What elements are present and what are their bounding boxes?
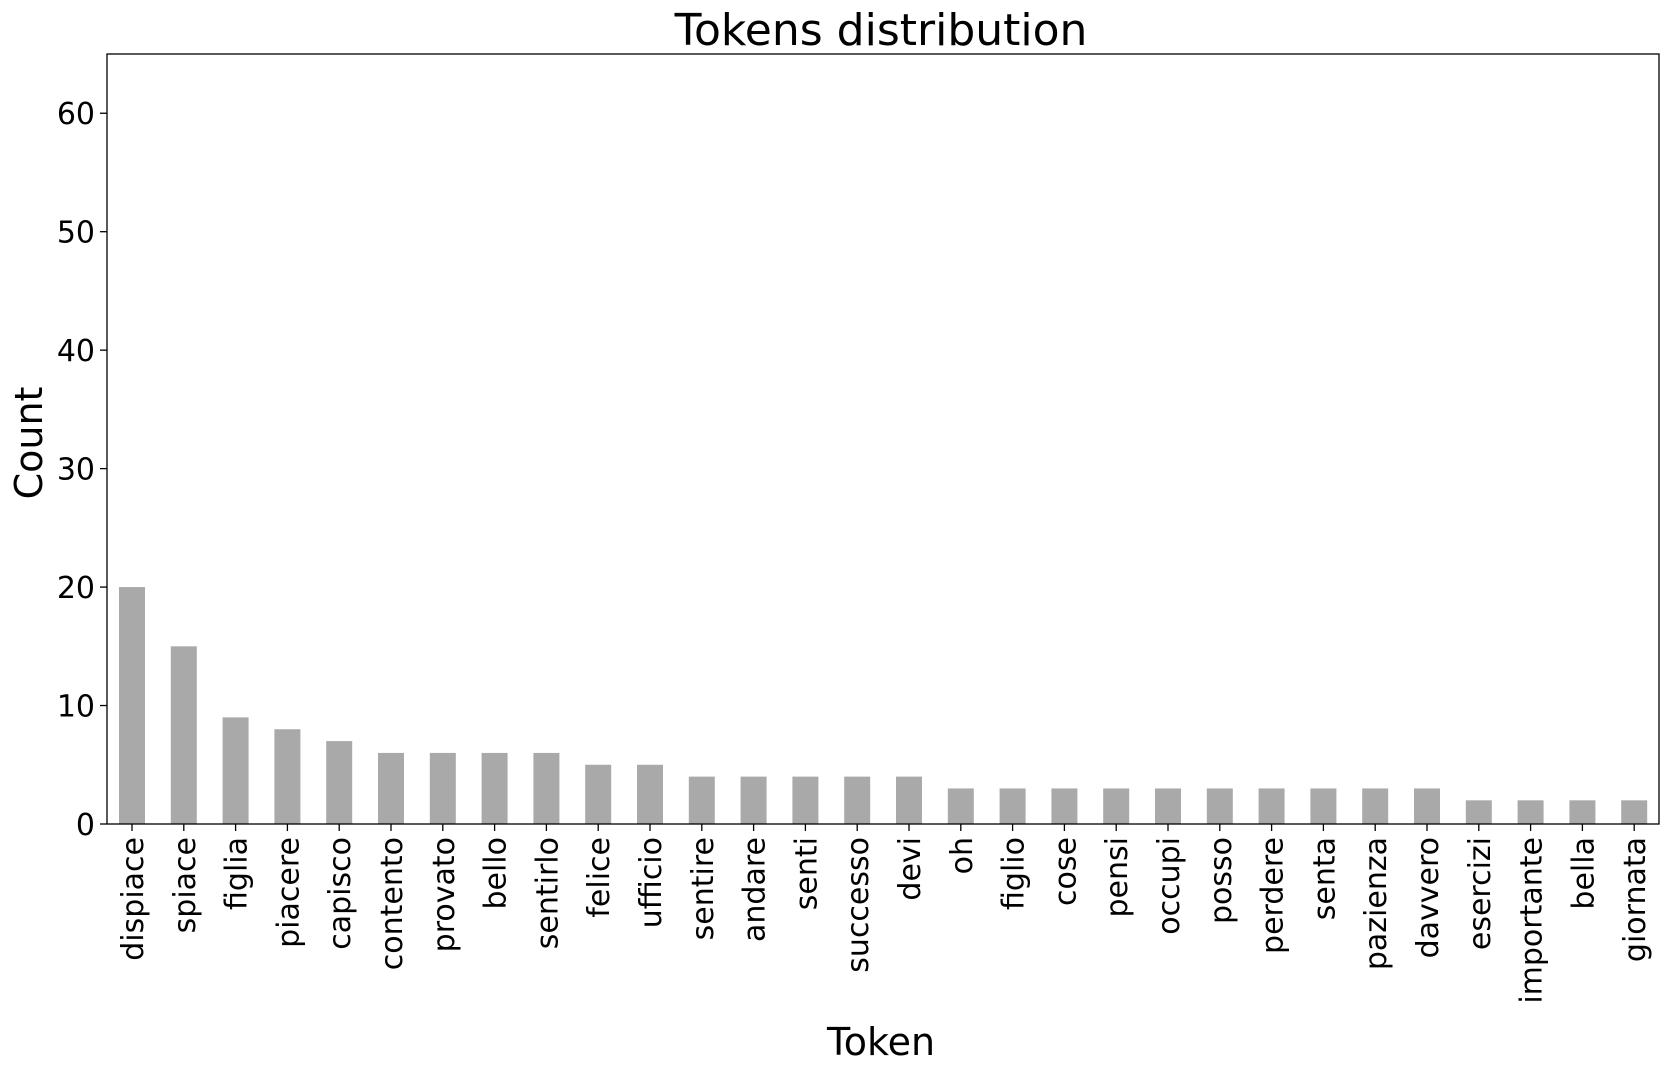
bar-pazienza (1362, 788, 1389, 824)
y-tick-label: 30 (57, 453, 95, 488)
y-tick-label: 40 (57, 334, 95, 369)
bar-ufficio (637, 764, 663, 824)
y-tick-label: 10 (57, 690, 95, 725)
bar-senti (792, 776, 819, 824)
x-tick-label: bella (1566, 837, 1601, 910)
x-tick-label: bello (479, 837, 514, 910)
bar-piacere (274, 729, 301, 824)
bar-spiace (170, 646, 197, 824)
bar-occupi (1155, 788, 1181, 824)
x-tick-label: pazienza (1359, 837, 1394, 970)
x-tick-label: devi (893, 837, 928, 901)
x-tick-label: senta (1307, 837, 1342, 920)
bar-andare (740, 776, 767, 824)
bar-contento (378, 752, 404, 824)
x-tick-label: oh (945, 837, 980, 874)
bar-felice (585, 764, 612, 824)
bar-provato (429, 752, 456, 824)
bar-figlia (222, 717, 249, 824)
x-tick-label: sentire (686, 837, 721, 940)
bar-perdere (1258, 788, 1285, 824)
y-tick-label: 0 (76, 808, 95, 843)
x-tick-label: dispiace (116, 837, 151, 961)
x-tick-label: cose (1048, 837, 1083, 906)
bar-sentirlo (533, 752, 560, 824)
x-tick-label: spiace (168, 837, 203, 933)
x-tick-label: figlio (997, 837, 1032, 910)
x-tick-label: provato (427, 837, 462, 952)
bar-giornata (1621, 800, 1648, 824)
x-tick-label: giornata (1618, 837, 1653, 962)
x-tick-label: pensi (1100, 837, 1135, 917)
bar-importante (1517, 800, 1544, 824)
chart-title: Tokens distribution (674, 5, 1088, 56)
bar-bella (1569, 800, 1596, 824)
bar-pensi (1103, 788, 1130, 824)
bar-dispiace (119, 587, 145, 824)
x-tick-label: successo (841, 837, 876, 973)
x-tick-label: felice (582, 837, 617, 918)
y-ticks-group: 0 10 20 30 40 50 60 (57, 97, 107, 843)
bar-figlio (999, 788, 1026, 824)
x-tick-label: posso (1204, 837, 1239, 924)
bar-posso (1206, 788, 1233, 824)
bar-esercizi (1465, 800, 1492, 824)
y-tick-label: 50 (57, 216, 95, 251)
x-ticks-group: dispiace spiace figlia piacere capisco conten… (116, 824, 1653, 1004)
y-axis-label: Count (7, 387, 51, 500)
bar-davvero (1414, 788, 1440, 824)
bar-devi (896, 776, 922, 824)
x-tick-label: figlia (220, 837, 255, 910)
x-tick-label: piacere (271, 837, 306, 948)
bar-successo (844, 776, 871, 824)
x-tick-label: occupi (1152, 837, 1187, 935)
bar-capisco (326, 741, 353, 824)
x-tick-label: esercizi (1463, 837, 1498, 950)
bar-oh (947, 788, 974, 824)
x-tick-label: importante (1515, 837, 1550, 1004)
x-tick-label: senti (789, 837, 824, 910)
bars-group (119, 587, 1648, 824)
x-tick-label: sentirlo (530, 837, 565, 949)
bar-senta (1310, 788, 1337, 824)
plot-frame (106, 53, 1660, 825)
bar-cose (1051, 788, 1078, 824)
x-tick-label: capisco (323, 837, 358, 950)
bar-bello (481, 752, 508, 824)
x-tick-label: perdere (1256, 837, 1291, 954)
x-tick-label: contento (375, 837, 410, 970)
x-axis-label: Token (826, 1020, 935, 1064)
y-tick-label: 20 (57, 571, 95, 606)
x-tick-label: andare (738, 837, 773, 942)
bar-sentire (688, 776, 715, 824)
x-tick-label: davvero (1411, 837, 1446, 958)
x-tick-label: ufficio (634, 837, 669, 928)
y-tick-label: 60 (57, 97, 95, 132)
